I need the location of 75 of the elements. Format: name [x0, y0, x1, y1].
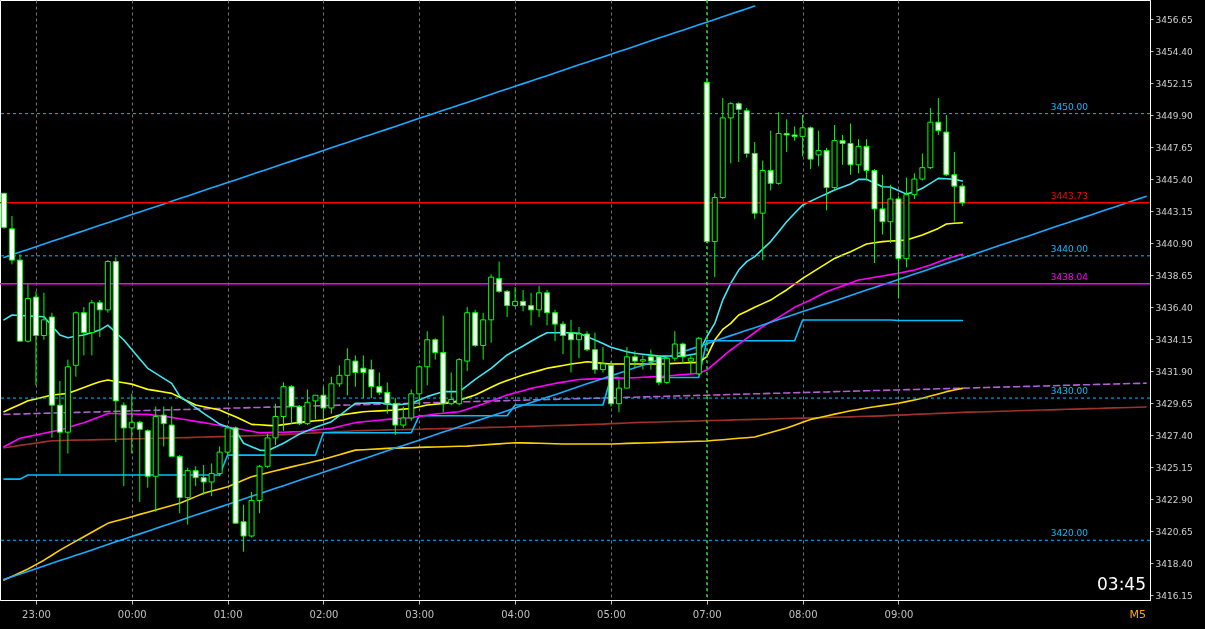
candlestick	[384, 381, 391, 415]
y-tick-label: 3429.65	[1155, 398, 1193, 409]
candlestick	[631, 350, 638, 369]
y-tick-label: 3422.90	[1155, 494, 1193, 505]
candlestick	[432, 337, 439, 361]
y-tick-label: 3427.40	[1155, 430, 1193, 441]
candlestick	[512, 286, 519, 308]
line-series	[3, 406, 1147, 449]
y-tick-label: 3447.65	[1155, 142, 1193, 153]
candlestick	[671, 330, 678, 362]
y-tick-label: 3452.15	[1155, 78, 1193, 89]
candlestick	[568, 319, 575, 373]
y-tick-label: 3454.40	[1155, 46, 1193, 57]
candlestick	[520, 289, 527, 312]
y-tick-label: 3418.40	[1155, 558, 1193, 569]
candlestick	[96, 299, 103, 338]
candlestick	[496, 261, 503, 294]
candlestick	[647, 349, 654, 371]
candlestick	[727, 101, 734, 164]
candlestick	[583, 330, 590, 352]
candlestick	[552, 309, 559, 342]
y-tick-label: 3445.40	[1155, 174, 1193, 185]
candlestick	[528, 292, 535, 327]
candlestick	[735, 101, 742, 163]
candlestick	[504, 289, 511, 318]
y-tick-label: 3420.65	[1155, 526, 1193, 537]
candlestick	[591, 332, 598, 375]
candlestick	[80, 306, 87, 356]
x-tick-label: 00:00	[117, 608, 147, 620]
candlestick	[448, 371, 455, 406]
ref-line-label: 3438.04	[1050, 271, 1089, 282]
candlestick	[599, 346, 606, 373]
candlestick	[639, 354, 646, 371]
x-tick-label: 01:00	[213, 608, 243, 620]
line-series	[3, 387, 964, 581]
candlestick	[400, 406, 407, 429]
candlestick	[392, 397, 399, 436]
x-tick-label: 09:00	[884, 608, 914, 620]
candlestick	[544, 289, 551, 327]
y-tick-label: 3431.90	[1155, 366, 1193, 377]
candlestick	[687, 354, 694, 375]
ref-line-label: 3450.00	[1050, 101, 1089, 112]
x-tick-label: 23:00	[22, 608, 51, 620]
candlestick	[959, 182, 966, 207]
candlestick	[136, 420, 143, 503]
x-tick-label: 08:00	[788, 608, 818, 620]
candlestick	[120, 401, 127, 487]
y-tick-label: 3440.90	[1155, 238, 1193, 249]
candlestick	[536, 285, 543, 318]
y-tick-label: 3438.65	[1155, 270, 1193, 281]
x-tick-label: 07:00	[692, 608, 722, 620]
y-tick-label: 3416.15	[1155, 590, 1193, 601]
ref-line-label: 3420.00	[1050, 528, 1089, 539]
x-tick-label: 02:00	[309, 608, 339, 620]
ref-line-label: 3440.00	[1050, 243, 1089, 254]
ref-line-label: 3443.73	[1050, 190, 1088, 201]
y-tick-label: 3436.40	[1155, 302, 1193, 313]
y-tick-label: 3425.15	[1155, 462, 1193, 473]
candlestick	[128, 393, 135, 455]
candlestick	[160, 406, 167, 447]
y-tick-label: 3449.90	[1155, 110, 1193, 121]
x-tick-label: 05:00	[597, 608, 626, 620]
ref-line-label: 3430.00	[1050, 386, 1089, 397]
line-series	[3, 5, 756, 259]
x-tick-label: 03:00	[405, 608, 435, 620]
annotation: 03:45	[1097, 574, 1146, 594]
text: M5	[1129, 608, 1146, 621]
y-tick-label: 3434.15	[1155, 334, 1193, 345]
candlestick	[615, 379, 622, 413]
y-tick-label: 3443.15	[1155, 206, 1193, 217]
y-tick-label: 3456.65	[1155, 14, 1193, 25]
x-tick-label: 04:00	[501, 608, 531, 620]
candlestick	[40, 292, 47, 341]
candlestick	[575, 326, 582, 359]
candlestick	[560, 320, 567, 355]
